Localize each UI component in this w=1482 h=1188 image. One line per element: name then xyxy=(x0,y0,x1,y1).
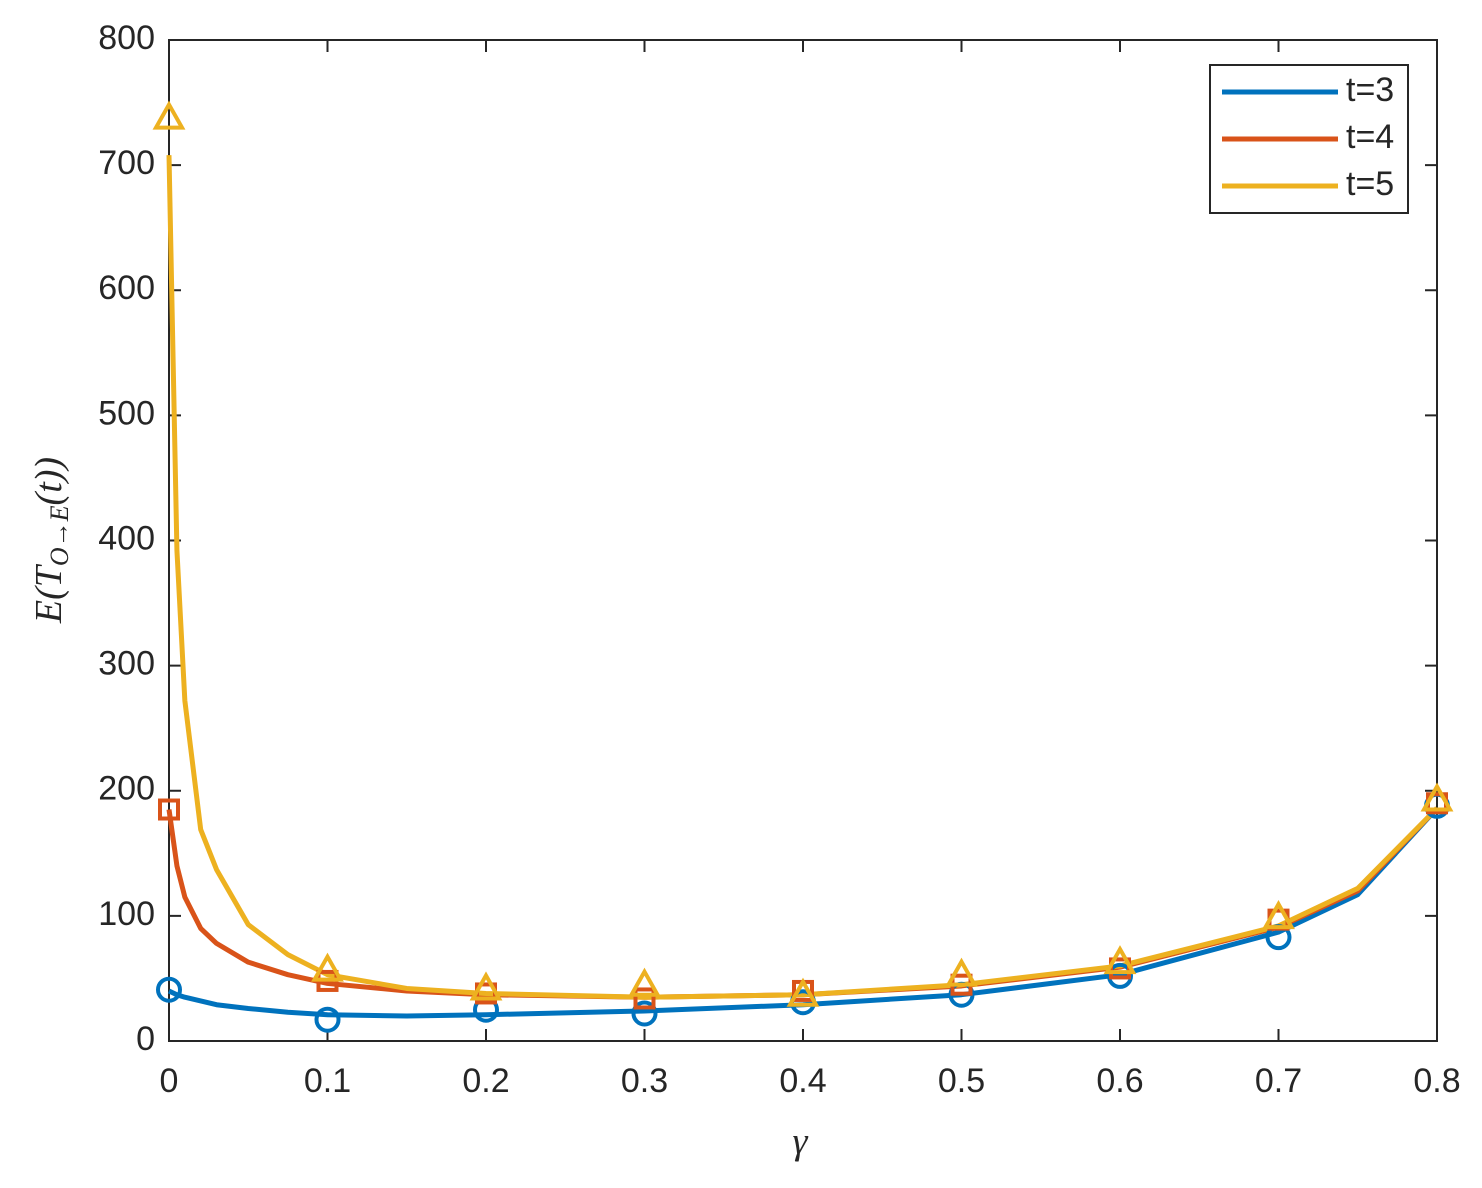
x-tick-label: 0.1 xyxy=(304,1062,351,1100)
marker xyxy=(1262,900,1295,930)
marker xyxy=(945,957,978,987)
y-label-main: E(T xyxy=(28,563,70,624)
y-tick-label: 200 xyxy=(98,770,155,808)
y-tick-label: 700 xyxy=(98,144,155,182)
y-tick-label: 300 xyxy=(98,645,155,683)
x-axis-label: γ xyxy=(793,1121,809,1163)
legend-label: t=4 xyxy=(1346,118,1394,156)
marker xyxy=(156,976,182,1003)
x-tick-label: 0.5 xyxy=(938,1062,985,1100)
y-tick-label: 0 xyxy=(136,1020,155,1058)
marker xyxy=(152,100,186,130)
legend: t=3 t=4 t=5 xyxy=(1209,64,1409,214)
y-tick-label: 400 xyxy=(98,519,155,557)
marker xyxy=(628,967,661,997)
x-tick-label: 0.6 xyxy=(1096,1062,1143,1100)
series-line xyxy=(167,806,1439,1019)
x-tick-label: 0 xyxy=(160,1062,179,1100)
series-line xyxy=(166,155,1439,1000)
legend-label: t=3 xyxy=(1346,71,1394,109)
y-tick-label: 500 xyxy=(98,394,155,432)
marker xyxy=(1420,782,1454,812)
y-tick-label: 100 xyxy=(98,895,155,933)
x-tick-label: 0.3 xyxy=(621,1062,668,1100)
y-tick-label: 600 xyxy=(98,269,155,307)
marker xyxy=(311,952,344,982)
x-tick-label: 0.4 xyxy=(779,1062,826,1100)
x-tick-label: 0.7 xyxy=(1255,1062,1302,1100)
marker xyxy=(1103,945,1137,975)
marker xyxy=(314,1006,341,1033)
marker xyxy=(633,987,656,1010)
marker xyxy=(158,798,180,821)
x-tick-label: 0.2 xyxy=(462,1062,509,1100)
y-tick-label: 800 xyxy=(98,19,155,57)
marker xyxy=(631,1000,658,1027)
y-axis-label: E(TO→E(t)) xyxy=(28,457,74,624)
legend-label: t=5 xyxy=(1346,165,1394,203)
plot-frame xyxy=(168,39,1438,1042)
y-label-sub: O→E xyxy=(45,505,74,566)
marker xyxy=(469,971,503,1001)
x-tick-label: 0.8 xyxy=(1413,1062,1460,1100)
marker xyxy=(786,977,820,1007)
y-label-tail: (t)) xyxy=(28,457,70,506)
